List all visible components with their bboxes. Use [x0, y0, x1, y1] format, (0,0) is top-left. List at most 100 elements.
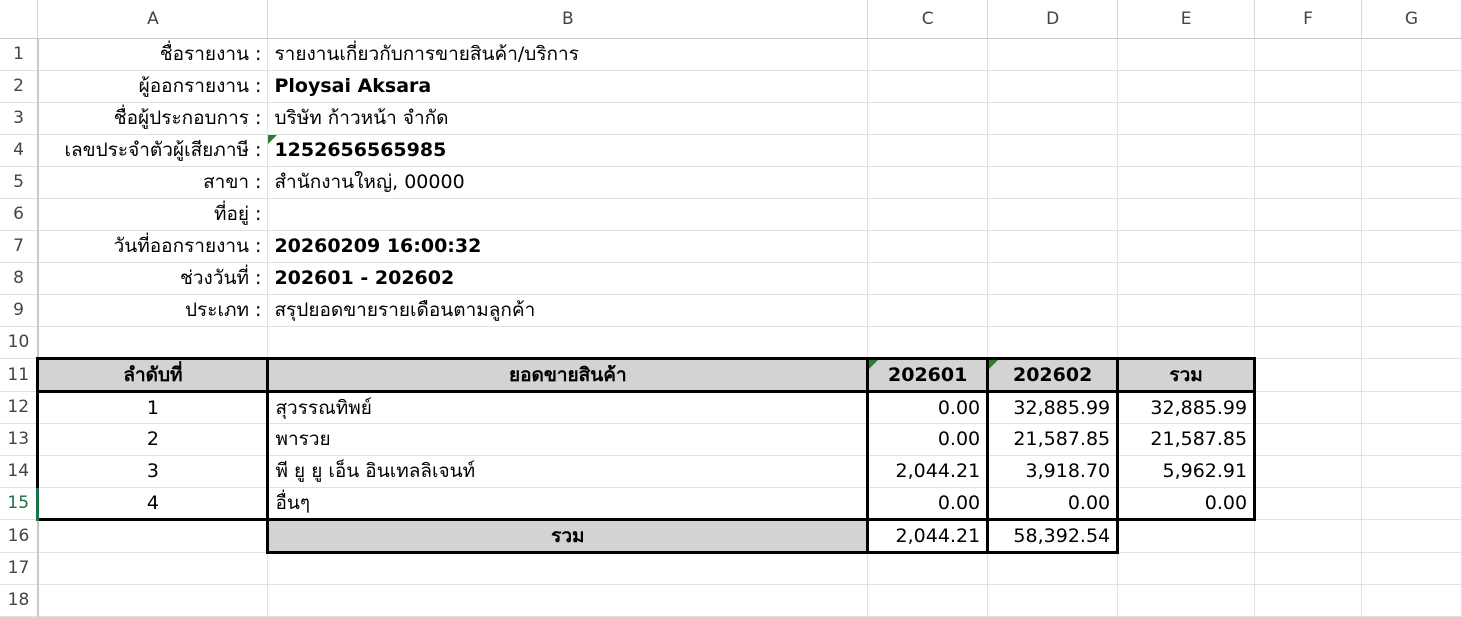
row-header-9[interactable]: 9 [0, 294, 39, 327]
row-header-15[interactable]: 15 [0, 487, 40, 520]
cell-F2[interactable] [1254, 70, 1362, 103]
cell-D7[interactable] [987, 230, 1119, 263]
cell-C17[interactable] [867, 552, 989, 585]
cell-F5[interactable] [1254, 166, 1362, 199]
cell-E3[interactable] [1117, 102, 1256, 135]
cell-B15[interactable]: อื่นๆ [266, 487, 870, 521]
cell-A8[interactable]: ช่วงวันที่ : [37, 262, 269, 295]
cell-A12[interactable]: 1 [36, 391, 270, 424]
cell-G10[interactable] [1361, 326, 1462, 359]
cell-F8[interactable] [1254, 262, 1362, 295]
cell-E10[interactable] [1117, 326, 1256, 359]
cell-B7[interactable]: 20260209 16:00:32 [267, 230, 869, 263]
cell-E11[interactable]: รวม [1116, 356, 1257, 393]
cell-E13[interactable]: 21,587.85 [1116, 423, 1257, 456]
cell-D8[interactable] [987, 262, 1119, 295]
cell-F16[interactable] [1254, 519, 1362, 553]
row-header-18[interactable]: 18 [0, 584, 39, 617]
cell-D2[interactable] [987, 70, 1119, 103]
cell-B14[interactable]: พี ยู ยู เอ็น อินเทลลิเจนท์ [266, 455, 870, 488]
column-header-B[interactable]: B [267, 0, 869, 39]
cell-B1[interactable]: รายงานเกี่ยวกับการขายสินค้า/บริการ [267, 38, 869, 71]
cell-C5[interactable] [867, 166, 989, 199]
row-header-2[interactable]: 2 [0, 70, 39, 103]
cell-E14[interactable]: 5,962.91 [1116, 455, 1257, 488]
cell-A9[interactable]: ประเภท : [37, 294, 269, 327]
cell-D11[interactable]: 202602 [986, 356, 1120, 393]
cell-D17[interactable] [987, 552, 1119, 585]
cell-A15[interactable]: 4 [36, 487, 270, 521]
cell-F11[interactable] [1254, 358, 1362, 392]
row-header-5[interactable]: 5 [0, 166, 39, 199]
cell-D4[interactable] [987, 134, 1119, 167]
cell-A14[interactable]: 3 [36, 455, 270, 488]
cell-A4[interactable]: เลขประจำตัวผู้เสียภาษี : [37, 134, 269, 167]
cell-A10[interactable] [37, 326, 269, 359]
cell-B3[interactable]: บริษัท ก้าวหน้า จำกัด [267, 102, 869, 135]
cell-C3[interactable] [867, 102, 989, 135]
row-header-17[interactable]: 17 [0, 552, 39, 585]
cell-A18[interactable] [37, 584, 269, 617]
row-header-4[interactable]: 4 [0, 134, 39, 167]
cell-F7[interactable] [1254, 230, 1362, 263]
cell-B18[interactable] [267, 584, 869, 617]
cell-D6[interactable] [987, 198, 1119, 231]
cell-A1[interactable]: ชื่อรายงาน : [37, 38, 269, 71]
cell-B5[interactable]: สำนักงานใหญ่, 00000 [267, 166, 869, 199]
cell-D15[interactable]: 0.00 [986, 487, 1120, 521]
cell-G7[interactable] [1361, 230, 1462, 263]
row-header-6[interactable]: 6 [0, 198, 39, 231]
cell-F10[interactable] [1254, 326, 1362, 359]
cell-G11[interactable] [1361, 358, 1462, 392]
cell-A11[interactable]: ลำดับที่ [36, 356, 270, 393]
row-header-14[interactable]: 14 [0, 455, 39, 488]
column-header-G[interactable]: G [1361, 0, 1462, 39]
column-header-D[interactable]: D [987, 0, 1119, 39]
cell-G4[interactable] [1361, 134, 1462, 167]
cell-F4[interactable] [1254, 134, 1362, 167]
cell-C13[interactable]: 0.00 [866, 423, 990, 456]
cell-G17[interactable] [1361, 552, 1462, 585]
cell-F13[interactable] [1254, 423, 1362, 456]
cell-A13[interactable]: 2 [36, 423, 270, 456]
cell-G15[interactable] [1361, 487, 1462, 520]
cell-F14[interactable] [1254, 455, 1362, 488]
cell-B9[interactable]: สรุปยอดขายรายเดือนตามลูกค้า [267, 294, 869, 327]
cell-C2[interactable] [867, 70, 989, 103]
cell-B17[interactable] [267, 552, 869, 585]
cell-F1[interactable] [1254, 38, 1362, 71]
cell-C16[interactable]: 2,044.21 [866, 517, 990, 554]
row-header-1[interactable]: 1 [0, 38, 39, 71]
cell-G13[interactable] [1361, 423, 1462, 456]
cell-G6[interactable] [1361, 198, 1462, 231]
cell-G16[interactable] [1361, 519, 1462, 553]
cell-D12[interactable]: 32,885.99 [986, 391, 1120, 424]
cell-D1[interactable] [987, 38, 1119, 71]
cell-E6[interactable] [1117, 198, 1256, 231]
cell-E15[interactable]: 0.00 [1116, 487, 1257, 521]
cell-C11[interactable]: 202601 [866, 356, 990, 393]
cell-G14[interactable] [1361, 455, 1462, 488]
cell-F15[interactable] [1254, 487, 1362, 520]
cell-G12[interactable] [1361, 391, 1462, 424]
cell-A5[interactable]: สาขา : [37, 166, 269, 199]
cell-C18[interactable] [867, 584, 989, 617]
cell-C12[interactable]: 0.00 [866, 391, 990, 424]
cell-G3[interactable] [1361, 102, 1462, 135]
cell-E5[interactable] [1117, 166, 1256, 199]
cell-G2[interactable] [1361, 70, 1462, 103]
cell-D16[interactable]: 58,392.54 [986, 517, 1120, 554]
cell-F3[interactable] [1254, 102, 1362, 135]
cell-E18[interactable] [1117, 584, 1256, 617]
cell-E7[interactable] [1117, 230, 1256, 263]
cell-F6[interactable] [1254, 198, 1362, 231]
cell-A16[interactable] [37, 519, 269, 553]
cell-B16[interactable]: รวม [266, 517, 870, 554]
cell-C8[interactable] [867, 262, 989, 295]
cell-C15[interactable]: 0.00 [866, 487, 990, 521]
cell-E8[interactable] [1117, 262, 1256, 295]
cell-E9[interactable] [1117, 294, 1256, 327]
cell-F9[interactable] [1254, 294, 1362, 327]
cell-G8[interactable] [1361, 262, 1462, 295]
cell-C9[interactable] [867, 294, 989, 327]
